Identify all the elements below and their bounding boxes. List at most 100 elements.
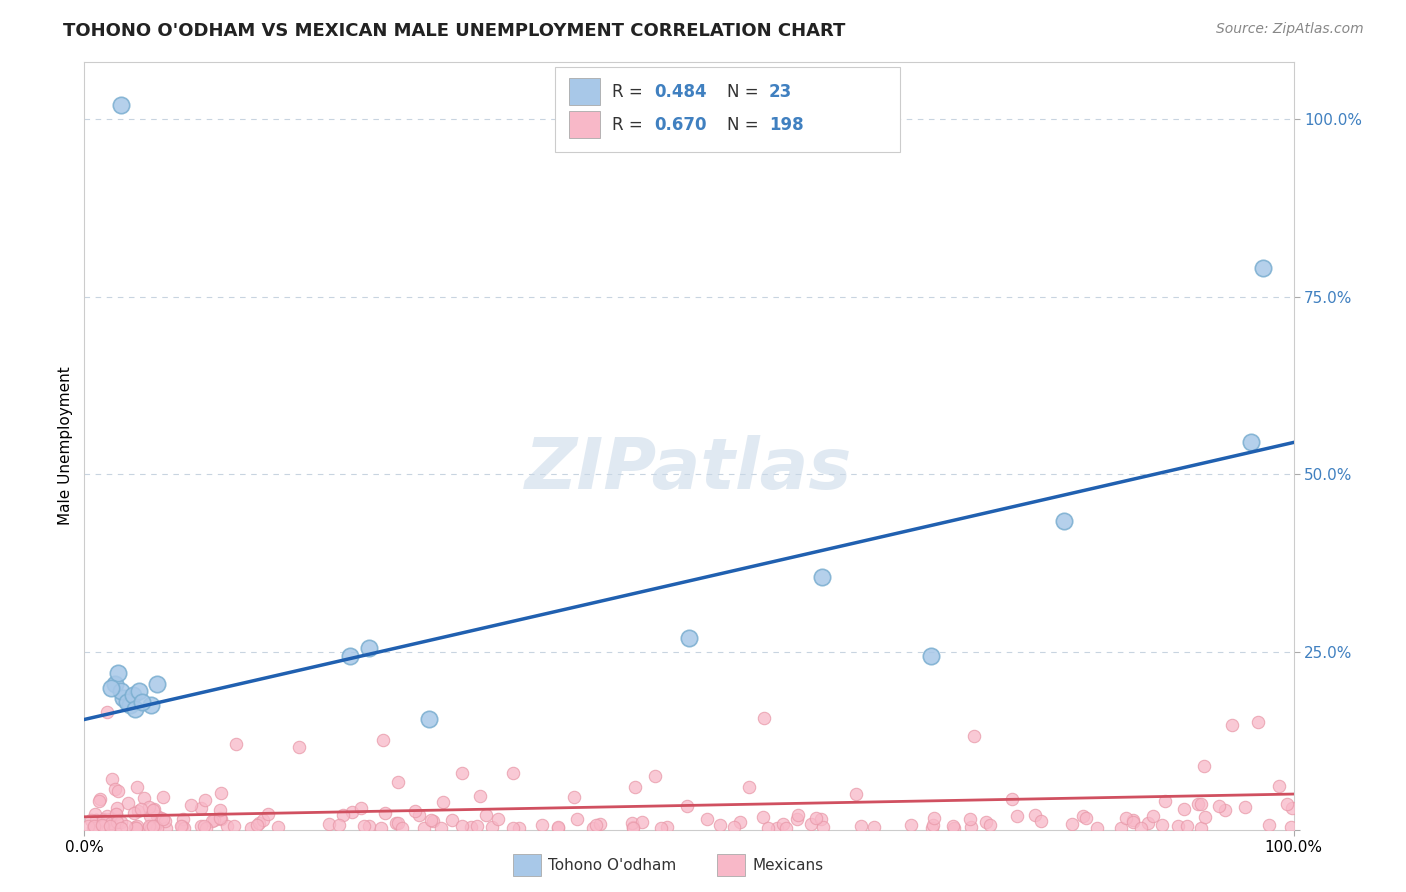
- Point: [373, 732, 395, 747]
- Point: [77, 819, 100, 833]
- Point: [138, 800, 160, 814]
- Point: [139, 821, 162, 835]
- Point: [942, 819, 965, 833]
- Point: [728, 814, 751, 829]
- Point: [385, 816, 408, 830]
- Point: [138, 820, 160, 834]
- Point: [107, 784, 129, 798]
- Point: [257, 806, 280, 821]
- Text: R =: R =: [612, 116, 648, 134]
- Point: [922, 818, 945, 832]
- Point: [1189, 821, 1212, 835]
- Point: [547, 820, 569, 834]
- Point: [621, 820, 644, 834]
- Point: [1175, 819, 1198, 833]
- Point: [1194, 759, 1216, 773]
- Point: [1154, 793, 1177, 807]
- Point: [353, 819, 375, 833]
- Point: [146, 677, 169, 691]
- Point: [752, 711, 775, 725]
- Text: ZIPatlas: ZIPatlas: [526, 434, 852, 503]
- Point: [921, 821, 943, 835]
- Point: [104, 677, 127, 691]
- Point: [738, 780, 761, 794]
- Point: [811, 570, 834, 584]
- Point: [110, 684, 132, 698]
- Point: [565, 812, 588, 826]
- Point: [124, 702, 146, 716]
- Point: [1053, 514, 1076, 528]
- Point: [486, 812, 509, 826]
- Point: [408, 808, 430, 822]
- Point: [1253, 261, 1275, 276]
- Point: [974, 814, 997, 829]
- Point: [1071, 809, 1094, 823]
- Point: [772, 816, 794, 830]
- Text: Source: ZipAtlas.com: Source: ZipAtlas.com: [1216, 22, 1364, 37]
- Point: [1136, 816, 1159, 830]
- Point: [143, 801, 166, 815]
- Point: [112, 691, 135, 706]
- Point: [150, 811, 173, 825]
- Point: [194, 821, 217, 835]
- Point: [122, 806, 145, 821]
- Text: R =: R =: [612, 83, 648, 101]
- Point: [96, 809, 118, 823]
- Point: [104, 782, 127, 797]
- Point: [339, 648, 361, 663]
- Point: [508, 821, 530, 835]
- Point: [1031, 814, 1053, 829]
- Point: [676, 798, 699, 813]
- Point: [190, 801, 212, 815]
- Point: [129, 802, 152, 816]
- Point: [82, 821, 104, 835]
- Point: [104, 807, 127, 822]
- Point: [217, 819, 239, 833]
- Point: [105, 801, 128, 815]
- Point: [1246, 714, 1268, 729]
- Point: [960, 820, 983, 834]
- Point: [332, 808, 354, 822]
- Point: [121, 688, 143, 702]
- Y-axis label: Male Unemployment: Male Unemployment: [58, 367, 73, 525]
- Point: [93, 813, 115, 827]
- Point: [644, 769, 666, 783]
- Point: [468, 789, 491, 803]
- Point: [267, 821, 290, 835]
- Point: [180, 798, 202, 813]
- Point: [128, 684, 150, 698]
- Point: [582, 821, 605, 835]
- Point: [709, 818, 731, 832]
- Point: [1281, 820, 1303, 834]
- Point: [110, 815, 132, 830]
- Point: [775, 821, 797, 835]
- Point: [460, 821, 482, 835]
- Point: [979, 818, 1001, 832]
- Point: [98, 819, 121, 833]
- Point: [107, 666, 129, 681]
- Point: [201, 814, 224, 828]
- Text: TOHONO O'ODHAM VS MEXICAN MALE UNEMPLOYMENT CORRELATION CHART: TOHONO O'ODHAM VS MEXICAN MALE UNEMPLOYM…: [63, 22, 845, 40]
- Point: [91, 819, 114, 833]
- Point: [810, 812, 832, 826]
- Point: [80, 813, 103, 827]
- Point: [173, 821, 195, 835]
- Point: [153, 814, 176, 828]
- Point: [1173, 802, 1195, 816]
- Point: [900, 818, 922, 832]
- Point: [451, 765, 474, 780]
- Point: [863, 821, 886, 835]
- Point: [127, 819, 149, 833]
- Point: [105, 807, 128, 822]
- Point: [100, 681, 122, 695]
- Text: 0.484: 0.484: [654, 83, 706, 101]
- Point: [845, 787, 868, 801]
- Point: [194, 793, 217, 807]
- Point: [357, 819, 380, 833]
- Point: [959, 812, 981, 826]
- Point: [225, 737, 247, 751]
- Point: [963, 729, 986, 743]
- Point: [430, 821, 453, 835]
- Point: [89, 792, 111, 806]
- Point: [1109, 821, 1132, 835]
